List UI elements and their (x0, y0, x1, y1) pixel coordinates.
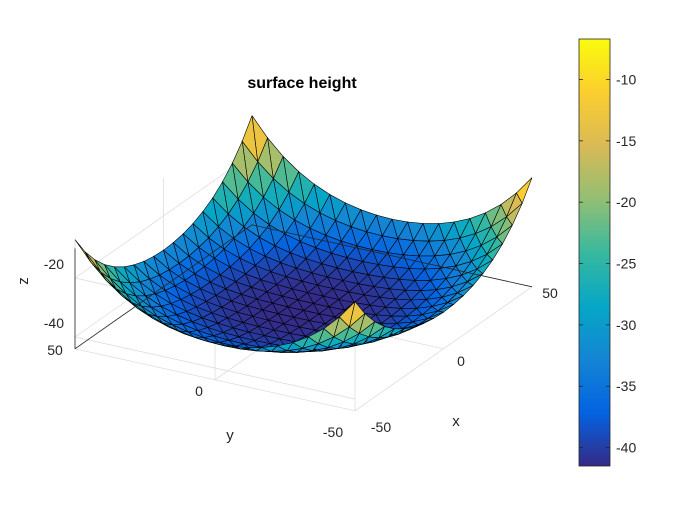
x-tick-label: -50 (371, 419, 391, 435)
z-axis-label: z (15, 277, 32, 285)
tick-labels: -50 0 50 -50 0 50 -40 -20 (44, 256, 558, 440)
colorbar-tick-label: -30 (616, 317, 636, 333)
surface-mesh (74, 115, 533, 353)
z-tick-label: -40 (44, 315, 64, 331)
y-tick-label: 50 (47, 342, 63, 358)
chart-title: surface height (247, 75, 357, 92)
y-tick-label: -50 (323, 424, 343, 440)
y-tick-label: 0 (195, 383, 203, 399)
z-tick-label: -20 (44, 256, 64, 272)
y-axis-label: y (226, 427, 234, 444)
y-axis-line (74, 224, 253, 350)
colorbar-tick-label: -35 (616, 378, 636, 394)
colorbar-tick-label: -20 (616, 194, 636, 210)
colorbar-tick-label: -40 (616, 440, 636, 456)
colorbar-gradient (578, 38, 611, 467)
colorbar-tick-label: -25 (616, 256, 636, 272)
surface-facet (74, 239, 91, 263)
x-axis-line (251, 224, 533, 288)
x-tick-label: 50 (542, 285, 558, 301)
colorbar-tick-label: -15 (616, 133, 636, 149)
grid-line (74, 336, 356, 400)
grid-line (74, 153, 253, 279)
x-tick-label: 0 (457, 353, 465, 369)
colorbar-tick-label: -10 (616, 72, 636, 88)
x-axis-label: x (452, 413, 460, 430)
axes-box (74, 224, 533, 350)
colorbar: -10 -15 -20 -25 -30 -35 -40 (578, 38, 636, 467)
